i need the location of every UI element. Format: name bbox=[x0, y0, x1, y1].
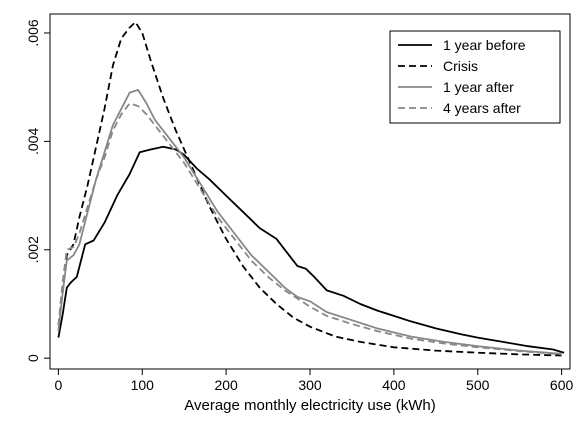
legend: 1 year before Crisis 1 year after 4 years a… bbox=[389, 30, 561, 124]
x-tick-label: 0 bbox=[54, 377, 62, 393]
x-tick-label: 100 bbox=[131, 377, 155, 393]
series-line-4-years-after bbox=[57, 102, 562, 356]
y-tick-label: .002 bbox=[25, 236, 41, 263]
series-line-crisis bbox=[57, 21, 562, 357]
x-tick-label: 500 bbox=[466, 377, 490, 393]
y-tick-label: 0 bbox=[25, 354, 41, 362]
x-tick-label: 400 bbox=[382, 377, 406, 393]
x-axis-label: Average monthly electricity use (kWh) bbox=[184, 397, 435, 414]
x-tick-label: 600 bbox=[550, 377, 574, 393]
x-axis: 0 100 200 300 400 500 600 bbox=[54, 369, 574, 393]
series-lines bbox=[57, 21, 565, 357]
series-line-1-year-after bbox=[57, 89, 562, 355]
legend-label: Crisis bbox=[443, 58, 478, 74]
legend-label: 4 years after bbox=[443, 100, 521, 116]
legend-box bbox=[389, 30, 561, 124]
legend-label: 1 year after bbox=[443, 79, 514, 95]
legend-label: 1 year before bbox=[443, 37, 526, 53]
y-tick-label: .006 bbox=[25, 19, 41, 46]
y-tick-label: .004 bbox=[25, 128, 41, 155]
series-line-1-year-before bbox=[57, 145, 565, 354]
x-tick-label: 300 bbox=[298, 377, 322, 393]
x-tick-label: 200 bbox=[214, 377, 238, 393]
y-axis: 0 .002 .004 .006 bbox=[25, 19, 50, 362]
